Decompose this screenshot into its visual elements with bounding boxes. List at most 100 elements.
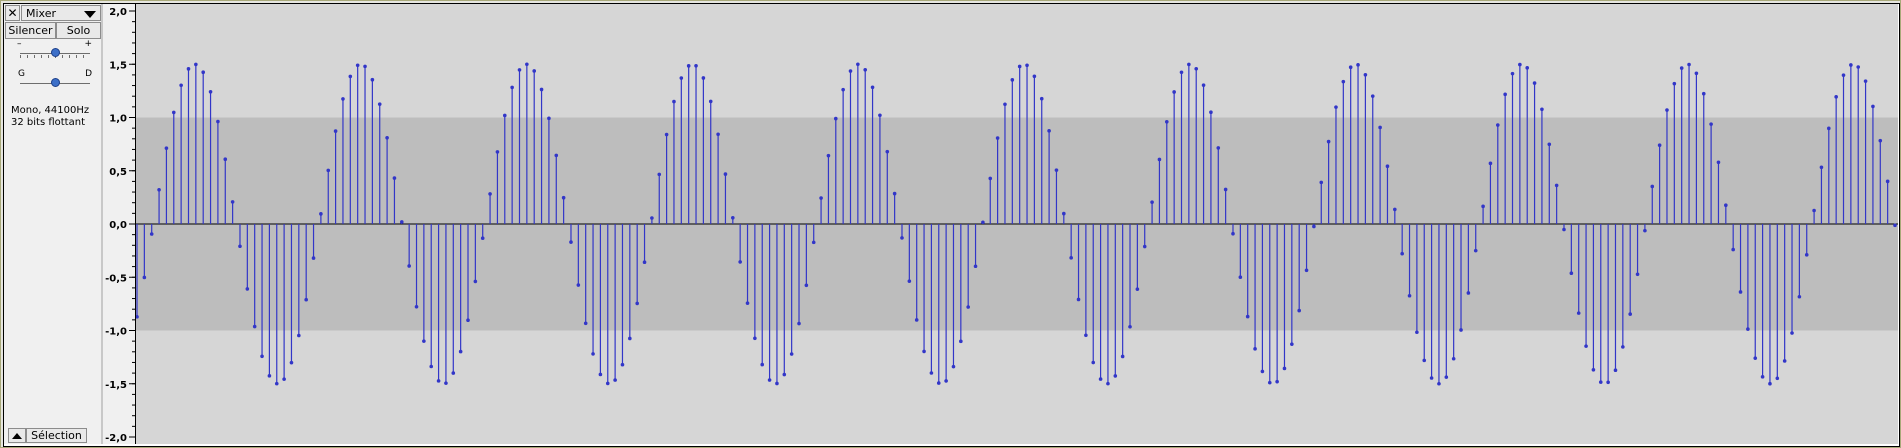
sample-point <box>1547 142 1552 147</box>
sample-point <box>1025 63 1029 68</box>
sample-point <box>517 68 522 72</box>
sample-point <box>650 216 654 220</box>
sample-point <box>1223 187 1228 192</box>
sample-point <box>473 279 478 284</box>
sample-point <box>738 260 742 264</box>
sample-point <box>914 318 919 322</box>
solo-button[interactable]: Solo <box>56 22 101 39</box>
sample-point <box>951 364 956 369</box>
sample-point <box>841 87 845 92</box>
select-track-button[interactable]: Sélection <box>26 428 87 443</box>
sample-point <box>1738 290 1743 294</box>
sample-point <box>157 187 161 192</box>
sample-point <box>1010 78 1015 82</box>
sample-point <box>1348 65 1353 70</box>
sample-point <box>1407 293 1412 298</box>
sample-point <box>1120 354 1125 359</box>
sample-point <box>1451 356 1456 361</box>
sample-point <box>672 99 676 104</box>
sample-point <box>1194 66 1199 71</box>
sample-point <box>1628 312 1632 316</box>
sample-point <box>1164 119 1169 124</box>
sample-point <box>731 215 735 220</box>
sample-point <box>400 220 404 224</box>
sample-point <box>1113 374 1118 378</box>
sample-point <box>907 279 912 283</box>
sample-point <box>539 87 544 92</box>
sample-point <box>1150 200 1154 204</box>
sample-point <box>1797 294 1802 299</box>
sample-point <box>635 301 639 306</box>
close-track-button[interactable]: ✕ <box>5 5 20 21</box>
sample-point <box>385 135 389 140</box>
sample-point <box>333 129 338 133</box>
waveform-area[interactable] <box>135 4 1898 444</box>
sample-point <box>436 379 441 383</box>
pan-slider-thumb[interactable] <box>51 78 60 87</box>
sample-point <box>819 196 823 200</box>
sample-point <box>223 157 228 162</box>
sample-point <box>1481 204 1485 209</box>
sample-point <box>1032 74 1037 79</box>
sample-point <box>1540 107 1544 112</box>
sample-point <box>782 372 787 377</box>
sample-point <box>892 191 897 196</box>
sample-point <box>252 324 257 329</box>
sample-point <box>1562 227 1566 232</box>
sample-point <box>1782 359 1787 363</box>
track-menu-button[interactable]: Mixer <box>21 5 101 21</box>
sample-point <box>1363 72 1368 77</box>
sample-point <box>149 232 154 236</box>
sample-point <box>848 69 853 73</box>
sample-point <box>966 305 970 309</box>
ruler-tick-label: -1,5 <box>105 380 127 391</box>
sample-point <box>1290 342 1294 346</box>
sample-point <box>760 362 765 367</box>
sample-point <box>723 172 728 176</box>
sample-point <box>789 352 794 356</box>
sample-point <box>1584 344 1588 348</box>
sample-point <box>981 220 985 225</box>
collapse-track-button[interactable] <box>8 428 26 443</box>
sample-point <box>1385 164 1390 168</box>
sample-point <box>260 354 264 359</box>
sample-point <box>1282 366 1287 371</box>
mute-button[interactable]: Silencer <box>5 22 56 39</box>
sample-point <box>767 378 772 382</box>
gain-slider-thumb[interactable] <box>51 48 60 57</box>
sample-point <box>561 195 566 200</box>
sample-point <box>657 172 662 177</box>
sample-point <box>554 153 559 158</box>
sample-point <box>1790 331 1794 335</box>
gain-slider[interactable]: – + <box>17 39 92 61</box>
sample-point <box>642 260 647 264</box>
sample-point <box>422 339 426 343</box>
sample-point <box>1826 126 1831 131</box>
sample-point <box>1319 180 1324 185</box>
sample-point <box>1532 81 1537 85</box>
ruler-tick-label: -0,5 <box>105 273 127 284</box>
sample-point <box>1856 65 1861 69</box>
sample-point <box>208 89 213 94</box>
sample-point <box>480 236 485 240</box>
sample-point <box>1187 62 1191 67</box>
sample-point <box>628 336 632 341</box>
sample-point <box>1260 369 1265 374</box>
sample-point <box>959 339 963 344</box>
sample-point <box>171 110 176 115</box>
sample-point <box>1017 64 1022 69</box>
sample-point <box>1253 347 1257 351</box>
sample-point <box>804 283 809 288</box>
sample-point <box>458 349 463 354</box>
sample-point <box>1665 108 1669 112</box>
sample-point <box>495 150 500 154</box>
sample-point <box>1694 71 1699 76</box>
sample-point <box>1209 110 1213 115</box>
sample-point <box>745 301 750 305</box>
sample-point <box>1488 161 1493 166</box>
pan-left-label: G <box>18 69 25 79</box>
pan-slider[interactable]: G D <box>18 69 92 91</box>
sample-point <box>488 192 492 196</box>
sample-point <box>355 63 360 68</box>
